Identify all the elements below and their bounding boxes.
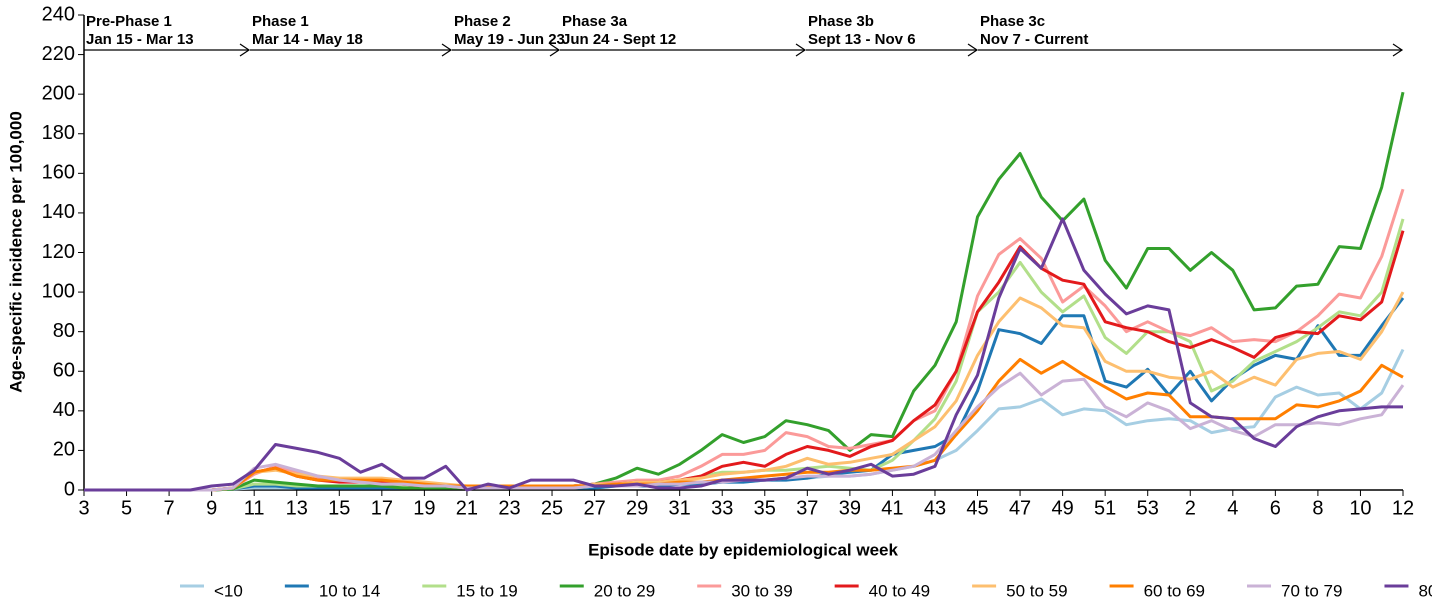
x-tick-label: 17 <box>371 497 393 519</box>
x-tick-label: 39 <box>839 497 861 519</box>
legend-label: 40 to 49 <box>869 581 930 600</box>
x-tick-label: 25 <box>541 497 563 519</box>
legend-label: 20 to 29 <box>594 581 655 600</box>
x-tick-label: 8 <box>1312 497 1323 519</box>
arrow-head <box>967 43 979 57</box>
x-tick-label: 15 <box>328 497 350 519</box>
x-tick-label: 31 <box>669 497 691 519</box>
y-tick-label: 80 <box>53 320 75 342</box>
x-tick-label: 2 <box>1185 497 1196 519</box>
x-tick-label: 43 <box>924 497 946 519</box>
x-tick-label: 35 <box>754 497 776 519</box>
x-tick-label: 49 <box>1051 497 1073 519</box>
legend-label: 50 to 59 <box>1006 581 1067 600</box>
phase-name: Phase 3a <box>562 13 628 30</box>
legend-label: 10 to 14 <box>319 581 380 600</box>
x-tick-label: 37 <box>796 497 818 519</box>
arrow-head <box>549 43 561 57</box>
series-line <box>84 91 1405 492</box>
x-tick-label: 41 <box>881 497 903 519</box>
phase-dates: Mar 14 - May 18 <box>252 31 363 48</box>
x-tick-label: 7 <box>164 497 175 519</box>
x-tick-label: 29 <box>626 497 648 519</box>
y-tick-label: 20 <box>53 439 75 461</box>
legend-label: <10 <box>214 581 243 600</box>
x-tick-label: 9 <box>206 497 217 519</box>
x-tick-label: 21 <box>456 497 478 519</box>
x-tick-label: 5 <box>121 497 132 519</box>
y-tick-label: 100 <box>42 280 75 302</box>
x-tick-label: 27 <box>583 497 605 519</box>
y-tick-label: 220 <box>42 43 75 65</box>
x-tick-label: 11 <box>244 497 265 519</box>
series-line <box>84 230 1405 492</box>
x-tick-label: 33 <box>711 497 733 519</box>
x-tick-label: 53 <box>1137 497 1159 519</box>
x-tick-label: 47 <box>1009 497 1031 519</box>
x-tick-label: 23 <box>498 497 520 519</box>
phase-name: Phase 3c <box>980 13 1045 30</box>
y-tick-label: 160 <box>42 162 75 184</box>
phase-name: Phase 2 <box>454 13 511 30</box>
y-tick-label: 200 <box>42 82 75 104</box>
phase-name: Pre-Phase 1 <box>86 13 172 30</box>
y-tick-label: 180 <box>42 122 75 144</box>
x-tick-label: 19 <box>413 497 435 519</box>
x-tick-label: 12 <box>1392 497 1414 519</box>
series-line <box>84 357 1404 492</box>
legend-label: 15 to 19 <box>456 581 517 600</box>
legend-label: 60 to 69 <box>1144 581 1205 600</box>
phase-dates: Nov 7 - Current <box>980 31 1088 48</box>
y-axis-title: Age-specific incidence per 100,000 <box>6 111 25 393</box>
arrow-head <box>441 43 453 57</box>
x-tick-label: 10 <box>1349 497 1371 519</box>
phase-dates: Jun 24 - Sept 12 <box>562 31 676 48</box>
y-tick-label: 40 <box>53 399 75 421</box>
y-tick-label: 0 <box>64 478 75 500</box>
phase-dates: Sept 13 - Nov 6 <box>808 31 916 48</box>
arrow-head <box>239 43 251 57</box>
phase-name: Phase 1 <box>252 13 309 30</box>
arrow-head <box>795 43 807 57</box>
legend-label: 70 to 79 <box>1281 581 1342 600</box>
phase-dates: May 19 - Jun 23 <box>454 31 565 48</box>
x-tick-label: 45 <box>966 497 988 519</box>
x-tick-label: 4 <box>1227 497 1238 519</box>
x-tick-label: 6 <box>1270 497 1281 519</box>
x-tick-label: 3 <box>78 497 89 519</box>
phase-name: Phase 3b <box>808 13 874 30</box>
x-tick-label: 51 <box>1094 497 1116 519</box>
arrow-head <box>1392 43 1404 57</box>
series-line <box>84 217 1403 492</box>
phase-dates: Jan 15 - Mar 13 <box>86 31 194 48</box>
legend-label: 80+ <box>1418 581 1432 600</box>
x-tick-label: 13 <box>286 497 308 519</box>
x-axis-title: Episode date by epidemiological week <box>588 540 898 559</box>
y-tick-label: 240 <box>42 3 75 25</box>
y-tick-label: 140 <box>42 201 75 223</box>
legend-label: 30 to 39 <box>731 581 792 600</box>
y-tick-label: 120 <box>42 241 75 263</box>
y-tick-label: 60 <box>53 360 75 382</box>
